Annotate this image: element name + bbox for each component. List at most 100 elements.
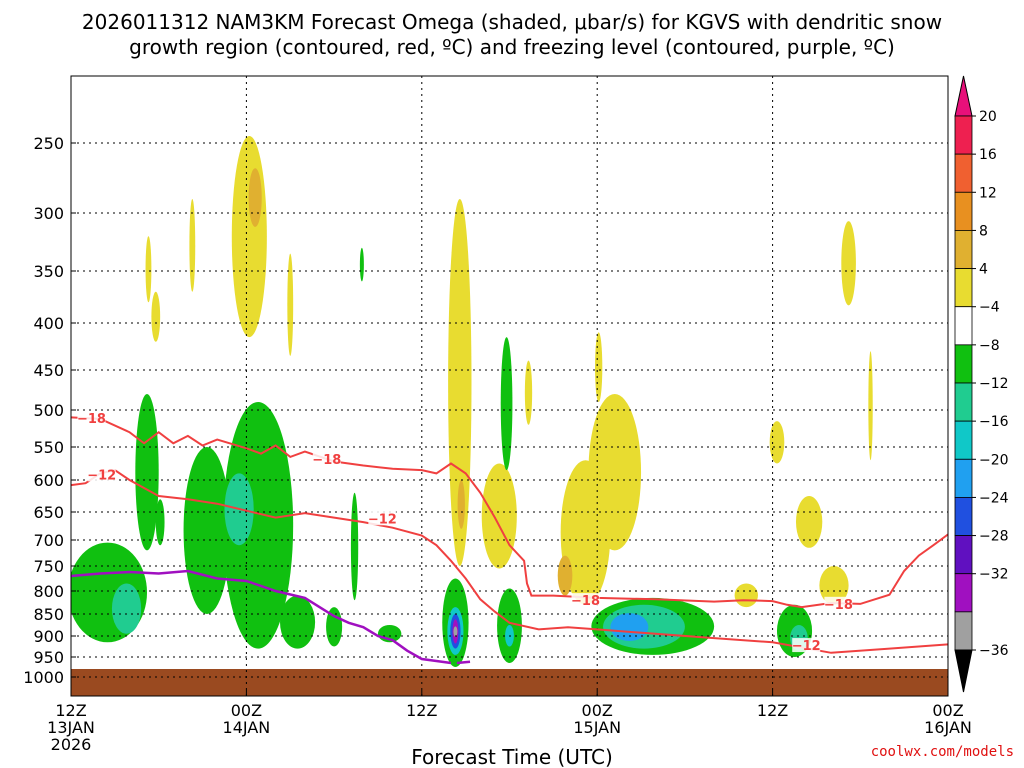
contour-label-1: −12 bbox=[87, 468, 116, 483]
dgz-minus12-contour bbox=[71, 469, 948, 654]
colorbar-label-8: −16 bbox=[979, 414, 1009, 430]
contour-label-bg-6 bbox=[824, 596, 853, 611]
y-axis-pressure: 250 300 350 400 450 500 550 600 650 700 750 800 850 9… bbox=[23, 134, 76, 687]
plot-frame bbox=[70, 75, 949, 697]
omega-cell-16 bbox=[819, 566, 849, 605]
omega-cell-14 bbox=[769, 421, 785, 464]
x-tick-label-12-1: 14JAN bbox=[223, 718, 271, 737]
x-tick-label-0-0: 12Z bbox=[55, 701, 86, 720]
x-tick-label-12-0: 00Z bbox=[231, 701, 262, 720]
omega-cell-26 bbox=[280, 595, 316, 649]
y-tick-label-650: 650 bbox=[33, 503, 64, 522]
colorbar-label-13: −36 bbox=[979, 643, 1009, 659]
omega-cell-1 bbox=[248, 168, 262, 227]
omega-cell-8 bbox=[481, 463, 517, 569]
omega-cell-3 bbox=[151, 291, 161, 342]
colorbar-label-6: −8 bbox=[979, 338, 1000, 354]
y-tick-label-900: 900 bbox=[33, 627, 64, 646]
contour-label-bg-1 bbox=[87, 467, 116, 482]
colorbar-label-2: 12 bbox=[979, 185, 997, 201]
colorbar-swatch-11 bbox=[954, 535, 973, 575]
contour-label-3: −12 bbox=[368, 512, 397, 527]
omega-cell-13 bbox=[524, 360, 533, 425]
colorbar-swatch-3 bbox=[954, 230, 973, 269]
colorbar-swatch-9 bbox=[954, 458, 973, 498]
omega-cell-12 bbox=[595, 332, 603, 403]
plot-area: −18 −12 −18 −12 −18 −12 −18 bbox=[70, 75, 949, 697]
y-tick-label-250: 250 bbox=[33, 134, 64, 153]
colorbar-label-10: −24 bbox=[979, 490, 1009, 506]
contour-label-bg-4 bbox=[571, 593, 600, 608]
colorbar-label-9: −20 bbox=[979, 452, 1009, 468]
colorbar-swatch-6 bbox=[954, 344, 973, 384]
omega-cell-17 bbox=[734, 583, 758, 608]
y-tick-label-1000: 1000 bbox=[23, 668, 64, 687]
colorbar-swatch-5 bbox=[954, 306, 973, 346]
y-tick-label-700: 700 bbox=[33, 531, 64, 550]
grid-lines bbox=[70, 76, 949, 696]
colorbar-label-0: 20 bbox=[979, 109, 997, 125]
freezing-level-contour bbox=[71, 569, 452, 665]
colorbar-label-1: 16 bbox=[979, 147, 997, 163]
colorbar-swatch-0 bbox=[954, 115, 973, 155]
x-tick-label-60-0: 00Z bbox=[932, 701, 963, 720]
x-tick-label-0-1: 13JAN bbox=[47, 718, 95, 737]
colorbar-label-5: −4 bbox=[979, 300, 1000, 316]
x-tick-label-24-0: 12Z bbox=[406, 701, 437, 720]
colorbar-top-arrow bbox=[954, 75, 973, 117]
omega-cell-4 bbox=[189, 199, 196, 292]
colorbar-label-7: −12 bbox=[979, 376, 1009, 392]
contour-label-6: −18 bbox=[824, 598, 853, 613]
omega-cell-10 bbox=[557, 555, 573, 596]
contour-label-4: −18 bbox=[571, 594, 600, 609]
colorbar-bottom-arrow bbox=[954, 649, 973, 693]
y-tick-label-750: 750 bbox=[33, 557, 64, 576]
y-tick-label-350: 350 bbox=[33, 262, 64, 281]
colorbar-label-11: −28 bbox=[979, 529, 1009, 545]
credit-link[interactable]: coolwx.com/models bbox=[871, 744, 1014, 760]
contour-lines: −18 −12 −18 −12 −18 −12 −18 bbox=[71, 410, 948, 665]
y-tick-label-550: 550 bbox=[33, 438, 64, 457]
y-tick-label-950: 950 bbox=[33, 648, 64, 667]
chart-title-line-1: 2026011312 NAM3KM Forecast Omega (shaded… bbox=[82, 10, 942, 34]
omega-cell-42 bbox=[350, 492, 359, 601]
colorbar-label-4: 4 bbox=[979, 262, 988, 278]
omega-cell-39 bbox=[610, 613, 649, 642]
freezing-level-contour-tail bbox=[456, 660, 471, 665]
colorbar-swatch-7 bbox=[954, 382, 973, 422]
colorbar-label-3: 8 bbox=[979, 223, 988, 239]
y-tick-label-300: 300 bbox=[33, 204, 64, 223]
contour-label-bg-0 bbox=[77, 410, 106, 425]
chart-title-line-2: growth region (contoured, red, ºC) and f… bbox=[129, 35, 895, 59]
ground-surface bbox=[71, 669, 948, 696]
y-tick-label-450: 450 bbox=[33, 361, 64, 380]
omega-shading bbox=[71, 136, 873, 667]
x-tick-label-36-1: 15JAN bbox=[573, 718, 621, 737]
colorbar-label-12: −32 bbox=[979, 567, 1009, 583]
omega-cell-21 bbox=[111, 583, 142, 634]
y-tick-label-500: 500 bbox=[33, 401, 64, 420]
omega-cell-33 bbox=[453, 626, 458, 637]
dgz-minus18-contour bbox=[71, 416, 948, 609]
contour-label-0: −18 bbox=[77, 412, 106, 427]
omega-cell-19 bbox=[868, 351, 873, 461]
omega-cell-0 bbox=[231, 136, 267, 338]
y-tick-label-400: 400 bbox=[33, 314, 64, 333]
x-tick-label-60-1: 16JAN bbox=[924, 718, 972, 737]
colorbar-swatch-12 bbox=[954, 573, 973, 613]
colorbar-swatch-13 bbox=[954, 611, 973, 651]
y-tick-label-800: 800 bbox=[33, 582, 64, 601]
contour-label-bg-3 bbox=[368, 511, 397, 526]
omega-cell-43 bbox=[359, 247, 364, 282]
omega-cell-24 bbox=[223, 402, 294, 649]
omega-cell-11 bbox=[588, 394, 642, 551]
x-tick-label-0-2: 2026 bbox=[51, 735, 92, 754]
colorbar-swatch-8 bbox=[954, 420, 973, 460]
colorbar-swatch-2 bbox=[954, 191, 973, 231]
omega-cell-5 bbox=[287, 253, 294, 356]
y-tick-label-600: 600 bbox=[33, 471, 64, 490]
omega-cell-44 bbox=[155, 499, 165, 546]
colorbar-swatch-10 bbox=[954, 497, 973, 536]
